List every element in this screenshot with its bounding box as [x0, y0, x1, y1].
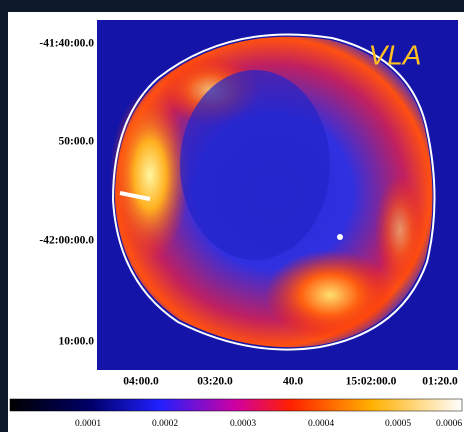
point-source [337, 234, 343, 240]
x-label: 01:20.0 [422, 376, 458, 388]
image-label: VLA [369, 39, 422, 70]
point-source [119, 191, 151, 201]
colorbar [9, 398, 463, 412]
colorbar-label: 0.0002 [152, 419, 178, 429]
colorbar-label: 0.0001 [75, 419, 101, 429]
bright-rim [375, 175, 425, 285]
y-label: -42:00:00.0 [39, 235, 94, 247]
y-label: -41:40:00.0 [39, 38, 94, 50]
bright-rim [265, 250, 395, 340]
x-label: 03:20.0 [197, 376, 233, 388]
faint-center [180, 70, 330, 260]
contour [111, 33, 436, 351]
colorbar-label: 0.0006 [436, 419, 462, 429]
x-label: 04:00.0 [123, 376, 159, 388]
colorbar-label: 0.0004 [308, 419, 334, 429]
x-label: 40.0 [283, 376, 303, 388]
y-label: 10:00.0 [59, 336, 95, 348]
colorbar-label: 0.0003 [230, 419, 256, 429]
y-label: 50:00.0 [59, 136, 95, 148]
bright-rim [110, 90, 190, 260]
x-label: 15:02:00.0 [346, 376, 397, 388]
colorbar-label: 0.0005 [385, 419, 411, 429]
